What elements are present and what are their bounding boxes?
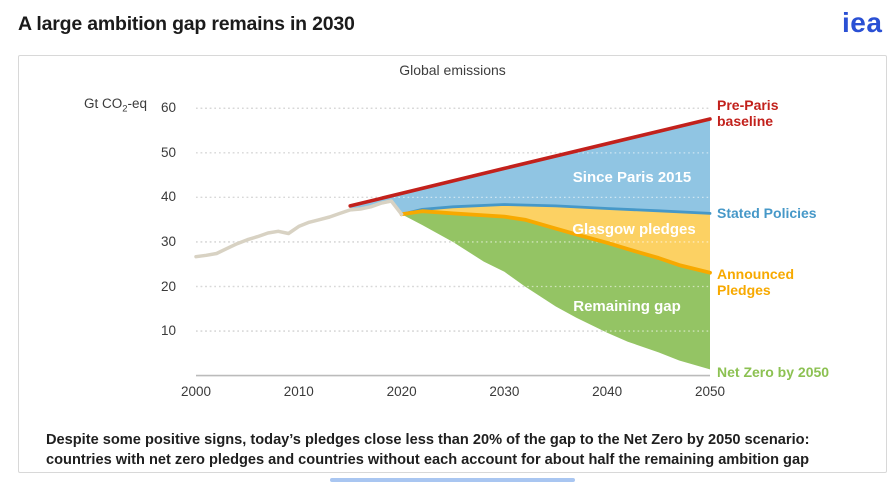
- y-tick-label: 50: [160, 144, 176, 160]
- chart-title: Global emissions: [399, 62, 506, 78]
- caption-line-2: countries with net zero pledges and coun…: [46, 452, 810, 468]
- y-tick-label: 20: [160, 278, 176, 294]
- x-tick-label: 2050: [694, 384, 726, 399]
- label-since-paris-2015: Since Paris 2015: [572, 169, 692, 186]
- caption: Despite some positive signs, today’s ple…: [46, 430, 866, 470]
- x-tick-label: 2000: [180, 384, 212, 399]
- label-net-zero-2050: Net Zero by 2050: [717, 364, 830, 380]
- page-title: A large ambition gap remains in 2030: [18, 13, 355, 35]
- iea-logo: iea: [842, 7, 883, 38]
- y-axis-unit-prefix: Gt CO: [83, 96, 123, 111]
- x-tick-label: 2040: [592, 384, 623, 399]
- y-tick-label: 60: [160, 100, 176, 116]
- x-tick-label: 2020: [386, 384, 417, 399]
- label-announced-pledges: Announced Pledges: [717, 266, 794, 298]
- y-tick-label: 10: [160, 323, 176, 339]
- bottom-scrollbar[interactable]: [330, 478, 575, 482]
- y-tick-label: 40: [160, 189, 176, 205]
- label-stated-policies: Stated Policies: [717, 205, 817, 221]
- label-pre-paris-baseline: Pre-Paris baseline: [717, 97, 779, 129]
- y-tick-label: 30: [160, 233, 176, 249]
- label-glasgow-pledges: Glasgow pledges: [572, 221, 696, 238]
- x-tick-label: 2010: [283, 384, 314, 399]
- y-axis-unit: Gt CO2-eq: [40, 96, 147, 115]
- x-tick-label: 2030: [489, 384, 520, 399]
- y-axis-unit-subscript: 2: [122, 103, 128, 115]
- y-axis-unit-suffix: -eq: [127, 96, 147, 111]
- caption-line-1: Despite some positive signs, today’s ple…: [46, 432, 810, 448]
- label-remaining-gap: Remaining gap: [573, 298, 681, 315]
